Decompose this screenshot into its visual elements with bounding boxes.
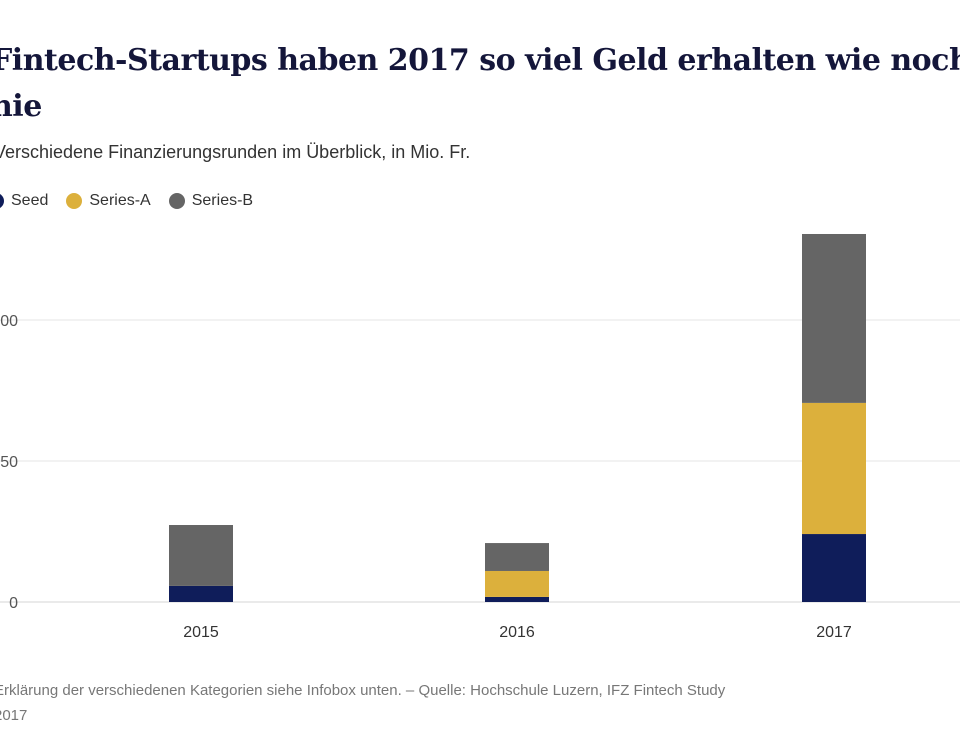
legend-label: Series-A — [89, 192, 151, 209]
legend-swatch — [66, 193, 83, 209]
bar-seed-2016 — [485, 596, 549, 602]
bar-seed-2015 — [169, 585, 233, 602]
legend-swatch — [168, 193, 185, 209]
footer-year: 2017 — [0, 707, 28, 724]
legend-label: Series-B — [191, 192, 254, 209]
legend-item-series-b: Series-B — [168, 192, 254, 210]
y-tick-label: 100 — [0, 313, 18, 330]
legend: Seed Series-A Series-B — [0, 192, 253, 210]
bar-series-b-2016 — [485, 543, 549, 571]
x-tick-label: 2015 — [183, 624, 219, 641]
bar-series-a-2017 — [802, 402, 866, 535]
x-tick-label: 2016 — [499, 624, 535, 641]
legend-item-series-a: Series-A — [66, 192, 151, 210]
bar-seed-2017 — [802, 534, 866, 602]
bar-series-b-2017 — [802, 233, 866, 403]
bar-series-a-2016 — [485, 570, 549, 597]
legend-swatch — [0, 193, 4, 209]
chart-footer: Erklärung der verschiedenen Kategorien s… — [0, 678, 960, 728]
chart-title: Fintech-Startups haben 2017 so viel Geld… — [0, 43, 960, 124]
footer-note: Erklärung der verschiedenen Kategorien s… — [0, 682, 726, 699]
y-tick-label: 50 — [0, 454, 18, 471]
x-tick-label: 2017 — [816, 624, 852, 641]
legend-label: Seed — [11, 192, 49, 209]
chart-subtitle: Verschiedene Finanzierungsrunden im Über… — [0, 142, 471, 162]
bar-series-b-2015 — [169, 525, 233, 586]
y-tick-label: 0 — [9, 595, 18, 612]
legend-item-seed: Seed — [0, 192, 48, 210]
